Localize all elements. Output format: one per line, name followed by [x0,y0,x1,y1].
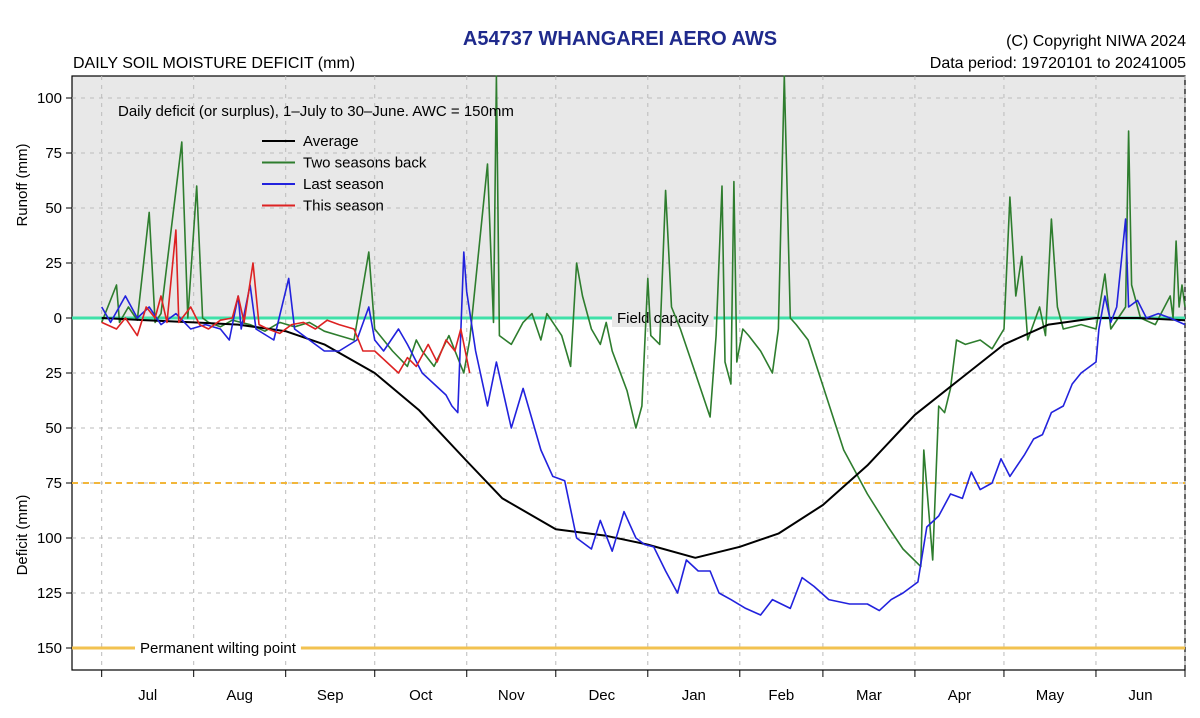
chart-title: A54737 WHANGAREI AERO AWS [462,28,778,50]
x-tick-label: Sep [317,687,344,704]
legend-entry: Average [303,133,359,150]
runoff-shading [72,76,1185,318]
legend-entry: Last season [303,176,384,193]
x-axis: Jul Aug Sep Oct Nov Dec Jan Feb Mar Apr May Jun [101,670,1186,704]
chart-annotation: Daily deficit (or surplus), 1–July to 30… [118,103,514,120]
y-tick-label: 100 [37,90,62,107]
series-line-last-season [101,218,1186,616]
y-tick-label: 0 [54,310,62,327]
y-tick-label: 150 [37,640,62,657]
x-tick-label: Mar [856,687,882,704]
x-tick-label: Jul [138,687,157,704]
series-lines [100,75,1186,616]
series-line-two-seasons-back [100,75,1186,568]
legend-entry: Two seasons back [303,155,427,172]
chart-subtitle: DAILY SOIL MOISTURE DEFICIT (mm) [73,55,356,72]
x-tick-label: May [1036,687,1065,704]
x-tick-label: Aug [226,687,253,704]
series-line-average [101,317,1186,559]
reference-label-background [135,639,301,657]
x-tick-label: Dec [588,687,615,704]
x-tick-label: Oct [409,687,433,704]
x-tick-label: Feb [768,687,794,704]
y-tick-label: 75 [45,145,62,162]
y-axis: 100 75 50 25 0 25 50 75 100 125 150 [37,90,72,657]
y-tick-label: 100 [37,530,62,547]
y-tick-label: 50 [45,200,62,217]
y-tick-label: 25 [45,255,62,272]
y-tick-label: 25 [45,365,62,382]
y-axis-label-runoff: Runoff (mm) [14,143,31,226]
data-period: Data period: 19720101 to 20241005 [929,55,1186,72]
y-tick-label: 75 [45,475,62,492]
reference-line-label: Permanent wilting point [140,640,297,657]
series-line-this-season [101,229,471,374]
x-tick-label: Apr [948,687,971,704]
x-tick-label: Nov [498,687,525,704]
y-axis-label-deficit: Deficit (mm) [14,495,31,576]
reference-lines: Field capacity Permanent wilting point [72,309,1185,657]
legend: Average Two seasons back Last season This s… [262,133,427,215]
legend-entry: This season [303,198,384,215]
reference-label-background [612,309,714,327]
y-tick-label: 50 [45,420,62,437]
copyright-note: (C) Copyright NIWA 2024 [1006,33,1186,50]
y-tick-label: 125 [37,585,62,602]
reference-line-label: Field capacity [617,310,709,327]
x-tick-label: Jan [682,687,706,704]
x-tick-label: Jun [1128,687,1152,704]
